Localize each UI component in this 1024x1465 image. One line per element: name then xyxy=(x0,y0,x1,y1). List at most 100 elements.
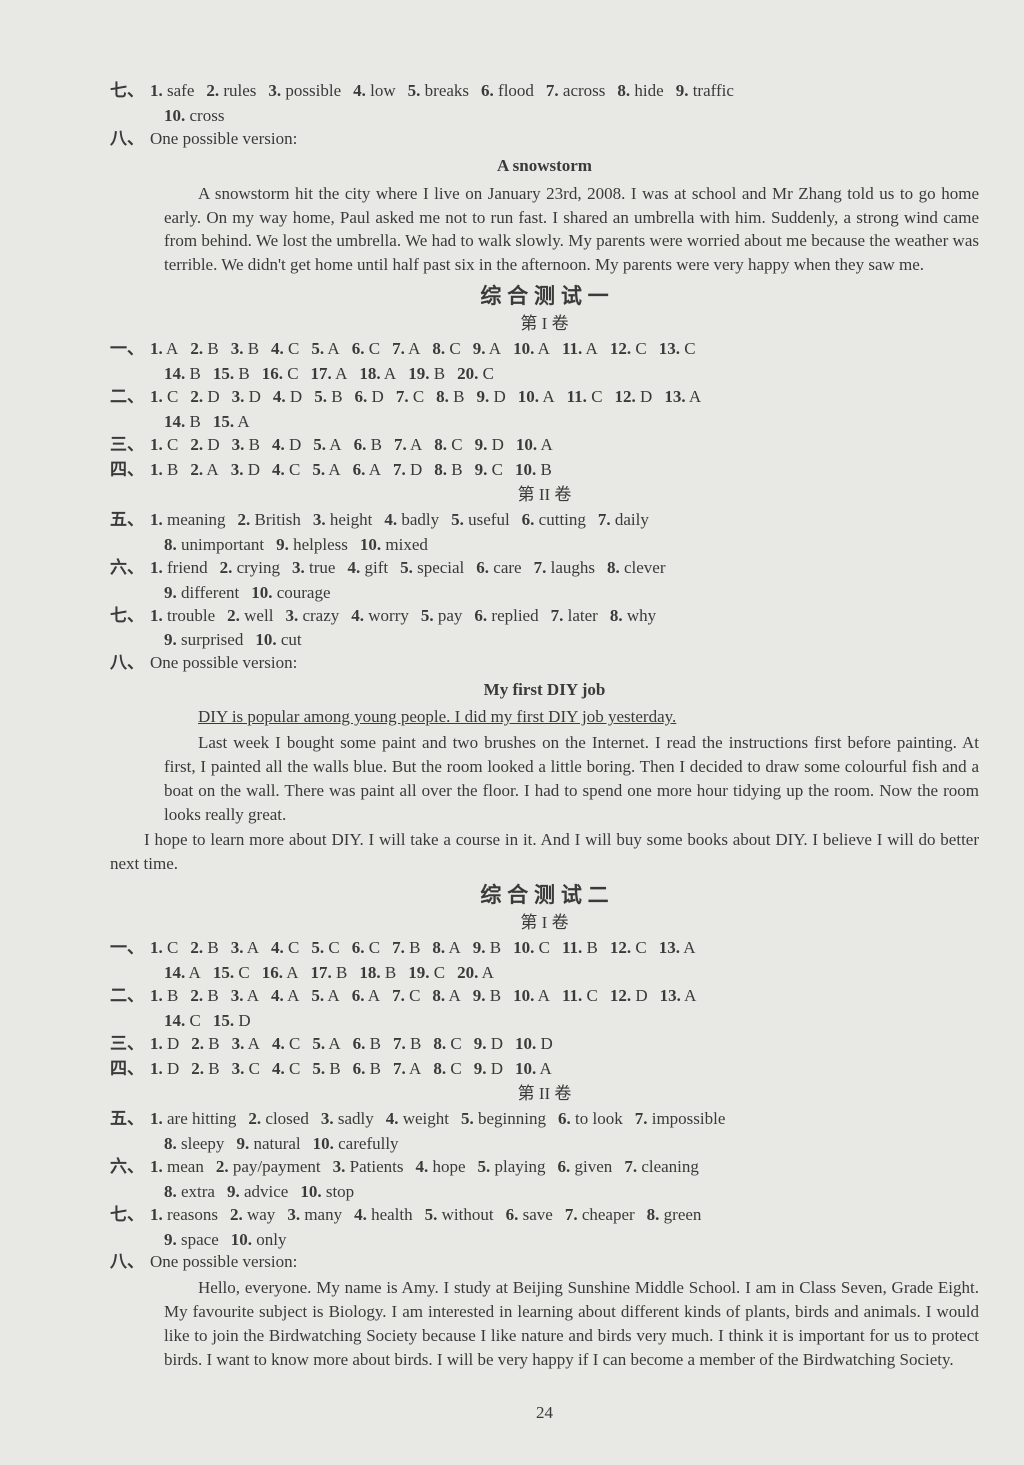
answer-item: 2. B xyxy=(191,1059,219,1078)
answer-item: 9. C xyxy=(475,460,503,479)
answer-item: 9. natural xyxy=(236,1133,300,1156)
answer-item: 6. replied xyxy=(474,606,538,625)
answer-item: 14. B xyxy=(164,363,201,386)
answer-item: 5. B xyxy=(314,387,342,406)
answer-item: 3. crazy xyxy=(285,606,339,625)
answer-item: 7. B xyxy=(393,1034,421,1053)
answer-item: 11. C xyxy=(562,986,598,1005)
answer-item: 3. B xyxy=(231,339,259,358)
answer-item: 2. B xyxy=(191,1034,219,1053)
answer-item: 3. height xyxy=(313,510,373,529)
t2-section-6: 六、 1. mean2. pay/payment3. Patients4. ho… xyxy=(110,1156,979,1179)
section-label: 二、 xyxy=(110,386,150,409)
test-1-title: 综 合 测 试 一 xyxy=(110,283,979,311)
answer-item: 4. hope xyxy=(415,1157,465,1176)
answer-item: 9. A xyxy=(473,339,501,358)
essay-intro: One possible version: xyxy=(150,1251,297,1274)
answer-item: 10. A xyxy=(515,1059,552,1078)
answer-item: 6. C xyxy=(352,339,380,358)
answer-item: 3. A xyxy=(231,938,259,957)
section-label: 四、 xyxy=(110,459,150,482)
answer-item: 5. A xyxy=(312,1034,340,1053)
answer-item: 10. A xyxy=(518,387,555,406)
t2-section-3: 三、 1. D2. B3. A4. C5. A6. B7. B8. C9. D1… xyxy=(110,1033,979,1056)
answer-item: 7. impossible xyxy=(635,1109,726,1128)
essay-intro: One possible version: xyxy=(150,128,297,151)
answer-item: 4. C xyxy=(271,938,299,957)
answer-item: 1. are hitting xyxy=(150,1109,236,1128)
t1-section-3: 三、 1. C2. D3. B4. D5. A6. B7. A8. C9. D1… xyxy=(110,434,979,457)
answer-item: 20. C xyxy=(457,363,494,386)
answer-item: 1. D xyxy=(150,1034,179,1053)
essay-title: A snowstorm xyxy=(110,155,979,178)
t2-section-2: 二、 1. B2. B3. A4. A5. A6. A7. C8. A9. B1… xyxy=(110,985,979,1008)
answer-item: 15. A xyxy=(213,411,250,434)
answer-item: 3. Patients xyxy=(333,1157,404,1176)
t1-section-4: 四、 1. B2. A3. D4. C5. A6. A7. D8. B9. C1… xyxy=(110,459,979,482)
answer-item: 1. B xyxy=(150,460,178,479)
answer-item: 6. given xyxy=(558,1157,613,1176)
answer-item: 13. A xyxy=(660,986,697,1005)
answer-item: 8. sleepy xyxy=(164,1133,224,1156)
answer-item: 16. A xyxy=(262,962,299,985)
answer-item: 8. hide xyxy=(617,81,663,100)
answer-item: 18. B xyxy=(359,962,396,985)
answer-item: 2. crying xyxy=(220,558,280,577)
answer-item: 3. A xyxy=(231,986,259,1005)
answer-item: 5. useful xyxy=(451,510,510,529)
essay-underline: DIY is popular among young people. I did… xyxy=(110,706,979,729)
answer-item: 12. C xyxy=(610,339,647,358)
answer-item: 4. C xyxy=(272,1059,300,1078)
answer-item: 4. worry xyxy=(351,606,409,625)
answer-item: 4. D xyxy=(272,435,301,454)
answer-item: 1. safe xyxy=(150,81,194,100)
t2-section-5: 五、 1. are hitting2. closed3. sadly4. wei… xyxy=(110,1108,979,1131)
answer-item: 9. D xyxy=(474,1034,503,1053)
answer-item: 17. A xyxy=(311,363,348,386)
answer-item: 3. C xyxy=(232,1059,260,1078)
answer-item: 15. B xyxy=(213,363,250,386)
answer-item: 15. C xyxy=(213,962,250,985)
answer-item: 13. C xyxy=(659,339,696,358)
section-label: 八、 xyxy=(110,128,150,151)
answer-key-page: 七、 1. safe2. rules3. possible4. low5. br… xyxy=(0,0,1024,1465)
answer-item: 6. save xyxy=(506,1205,553,1224)
answer-item: 8. C xyxy=(433,1059,461,1078)
answer-item: 5. A xyxy=(311,339,339,358)
answer-item: 5. pay xyxy=(421,606,463,625)
answer-item: 5. beginning xyxy=(461,1109,546,1128)
answer-item: 3. B xyxy=(232,435,260,454)
answer-item: 2. B xyxy=(190,938,218,957)
answer-item: 8. clever xyxy=(607,558,666,577)
answer-item: 1. C xyxy=(150,938,178,957)
answer-item: 10. D xyxy=(515,1034,553,1053)
answer-item: 4. C xyxy=(271,339,299,358)
answer-item: 6. A xyxy=(353,460,381,479)
answer-item: 9. D xyxy=(477,387,506,406)
answer-item: 9. advice xyxy=(227,1181,288,1204)
answer-item: 9. traffic xyxy=(676,81,734,100)
answer-item: 9. different xyxy=(164,582,239,605)
answer-item: 12. D xyxy=(610,986,648,1005)
essay-paragraph: Last week I bought some paint and two br… xyxy=(110,731,979,826)
answer-item: 8. green xyxy=(647,1205,702,1224)
answer-item: 4. C xyxy=(272,1034,300,1053)
answer-item: 8. unimportant xyxy=(164,534,264,557)
answer-item: 4. health xyxy=(354,1205,413,1224)
top-section-8: 八、 One possible version: xyxy=(110,128,979,151)
section-label: 三、 xyxy=(110,1033,150,1056)
answer-item: 4. gift xyxy=(347,558,388,577)
answer-item: 1. friend xyxy=(150,558,208,577)
answer-item: 9. B xyxy=(473,986,501,1005)
answer-item: 11. B xyxy=(562,938,598,957)
answer-item: 6. flood xyxy=(481,81,534,100)
answer-item: 1. D xyxy=(150,1059,179,1078)
answer-item: 1. trouble xyxy=(150,606,215,625)
answer-item: 2. A xyxy=(190,460,218,479)
answer-item: 9. surprised xyxy=(164,629,243,652)
answer-item: 10. A xyxy=(513,339,550,358)
t2-section-1: 一、 1. C2. B3. A4. C5. C6. C7. B8. A9. B1… xyxy=(110,937,979,960)
answer-item: 6. C xyxy=(352,938,380,957)
answer-item: 12. C xyxy=(610,938,647,957)
answer-item: 11. C xyxy=(567,387,603,406)
